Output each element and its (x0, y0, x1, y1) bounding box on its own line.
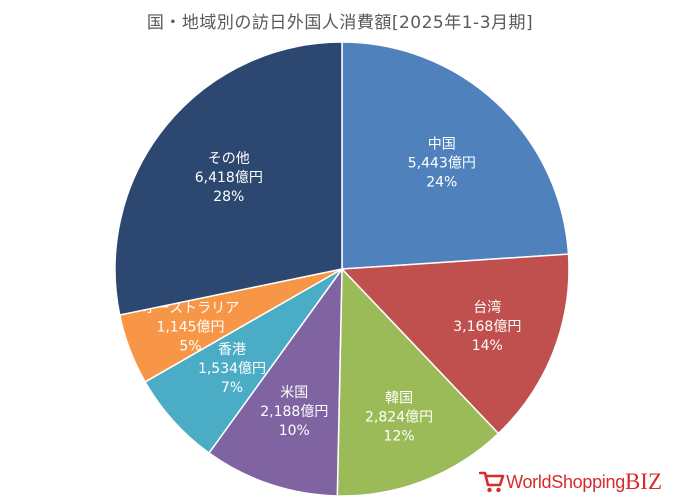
slice-label-percent-4: 7% (221, 380, 243, 396)
slice-label-amount-3: 2,188億円 (260, 404, 328, 420)
slice-label-name-6: その他 (208, 151, 250, 167)
pie-slice-3 (207, 266, 343, 497)
pie-slice-2 (336, 267, 500, 497)
pie-slice-6 (114, 41, 343, 316)
slice-label-amount-2: 2,824億円 (365, 409, 433, 425)
slice-label-amount-4: 1,534億円 (198, 361, 266, 377)
chart-title: 国・地域別の訪日外国人消費額[2025年1-3月期] (146, 13, 534, 33)
slice-label-percent-3: 10% (279, 423, 310, 439)
slice-label-percent-0: 24% (426, 174, 457, 190)
pie-slice-1 (340, 253, 570, 435)
worldshopping-biz-logo: WorldShopping BIZ (479, 468, 662, 496)
slice-label-name-0: 中国 (428, 136, 456, 152)
slice-label-amount-1: 3,168億円 (453, 319, 521, 335)
shopping-cart-icon (479, 471, 505, 493)
slice-label-name-4: 香港 (218, 342, 246, 358)
slice-label-name-2: 韓国 (385, 390, 413, 406)
slice-label-percent-6: 28% (213, 189, 244, 205)
logo-text: WorldShopping (506, 471, 625, 492)
slice-label-amount-0: 5,443億円 (408, 155, 476, 171)
slice-label-percent-1: 14% (472, 338, 503, 354)
slice-label-percent-5: 5% (179, 338, 201, 354)
pie-slice-0 (341, 41, 570, 270)
slice-label-amount-6: 6,418億円 (195, 170, 263, 186)
slice-label-amount-5: 1,145億円 (156, 319, 224, 335)
slice-label-name-3: 米国 (280, 385, 308, 401)
logo-biz-text: BIZ (624, 469, 662, 494)
slice-label-name-1: 台湾 (473, 299, 501, 316)
slice-label-percent-2: 12% (384, 428, 415, 444)
